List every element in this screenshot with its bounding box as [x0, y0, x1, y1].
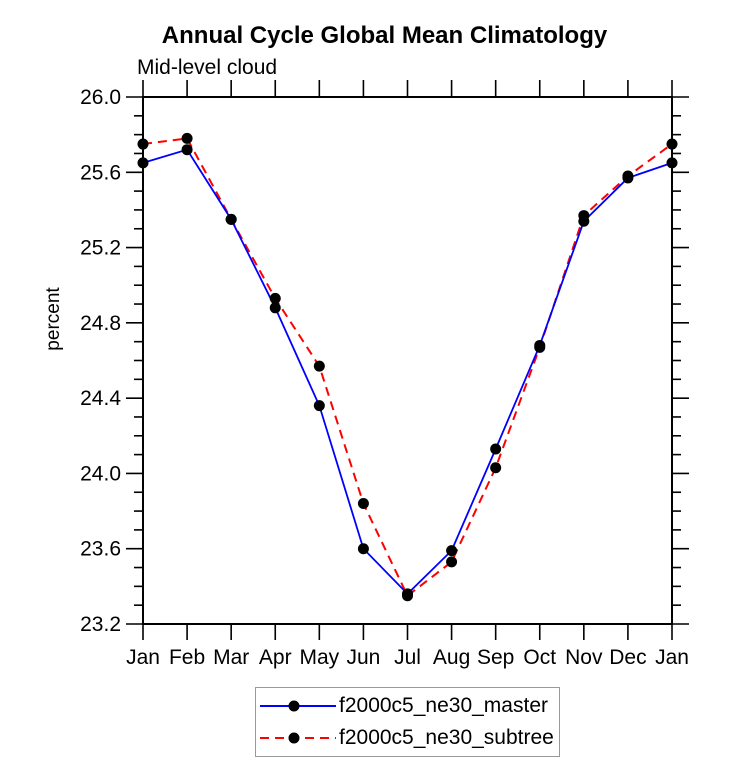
data-point-marker-f2000c5_ne30_master: [313, 400, 325, 412]
data-point-marker-f2000c5_ne30_master: [181, 144, 193, 156]
y-tick-label: 25.6: [80, 161, 121, 184]
x-tick-label: Aug: [433, 646, 470, 669]
data-point-marker-f2000c5_ne30_subtree: [666, 138, 678, 150]
data-point-marker-f2000c5_ne30_subtree: [402, 590, 413, 602]
data-point-marker-f2000c5_ne30_subtree: [225, 213, 237, 225]
data-point-marker-f2000c5_ne30_master: [269, 302, 281, 314]
y-tick-label: 25.2: [80, 237, 121, 260]
x-tick-label: Jun: [346, 646, 380, 669]
x-tick-label: Feb: [169, 646, 205, 669]
y-tick-label: 23.2: [80, 613, 121, 636]
y-tick-label: 24.0: [80, 462, 121, 485]
x-tick-label: Oct: [523, 646, 556, 669]
data-point-marker-f2000c5_ne30_master: [490, 443, 502, 455]
data-point-marker-f2000c5_ne30_subtree: [534, 341, 546, 353]
legend-label: f2000c5_ne30_master: [339, 694, 548, 718]
y-tick-label: 24.8: [80, 312, 121, 335]
legend-marker-dot: [288, 700, 300, 712]
chart-title: Annual Cycle Global Mean Climatology: [161, 22, 608, 49]
x-tick-label: Apr: [259, 646, 292, 669]
data-point-marker-f2000c5_ne30_subtree: [490, 462, 502, 474]
data-point-marker-f2000c5_ne30_subtree: [137, 138, 149, 150]
x-tick-label: May: [299, 646, 339, 669]
data-point-marker-f2000c5_ne30_master: [666, 157, 678, 169]
chart-subtitle: Mid-level cloud: [137, 56, 278, 79]
x-tick-label: Dec: [609, 646, 646, 669]
data-point-marker-f2000c5_ne30_subtree: [578, 210, 590, 222]
y-tick-label: 26.0: [80, 86, 121, 109]
legend-label: f2000c5_ne30_subtree: [339, 725, 554, 749]
x-tick-label: Sep: [477, 646, 514, 669]
data-point-marker-f2000c5_ne30_master: [137, 157, 149, 169]
x-tick-label: Mar: [213, 646, 249, 669]
data-point-marker-f2000c5_ne30_master: [357, 543, 369, 555]
legend-line-sample: [260, 732, 336, 744]
data-point-marker-f2000c5_ne30_subtree: [313, 360, 325, 372]
x-tick-label: Nov: [565, 646, 603, 669]
data-point-marker-f2000c5_ne30_subtree: [357, 498, 369, 510]
legend-marker-dot: [288, 732, 300, 744]
x-tick-label: Jan: [655, 646, 689, 669]
legend-box: f2000c5_ne30_master f2000c5_ne30_subtree: [255, 687, 560, 757]
data-point-marker-f2000c5_ne30_subtree: [446, 556, 458, 568]
legend-item-f2000c5_ne30_master: f2000c5_ne30_master: [258, 693, 559, 719]
series-line-f2000c5_ne30_master: [142, 148, 673, 596]
data-point-marker-f2000c5_ne30_master: [446, 545, 458, 557]
legend-item-f2000c5_ne30_subtree: f2000c5_ne30_subtree: [258, 725, 559, 751]
x-tick-label: Jan: [126, 646, 160, 669]
data-point-marker-f2000c5_ne30_subtree: [181, 132, 193, 144]
x-tick-label: Jul: [394, 646, 421, 669]
data-point-marker-f2000c5_ne30_subtree: [622, 170, 634, 182]
legend-line-sample: [260, 700, 336, 712]
data-point-marker-f2000c5_ne30_subtree: [269, 292, 281, 304]
y-tick-label: 24.4: [80, 387, 121, 410]
y-tick-label: 23.6: [80, 538, 121, 561]
plot-frame: [142, 96, 673, 625]
